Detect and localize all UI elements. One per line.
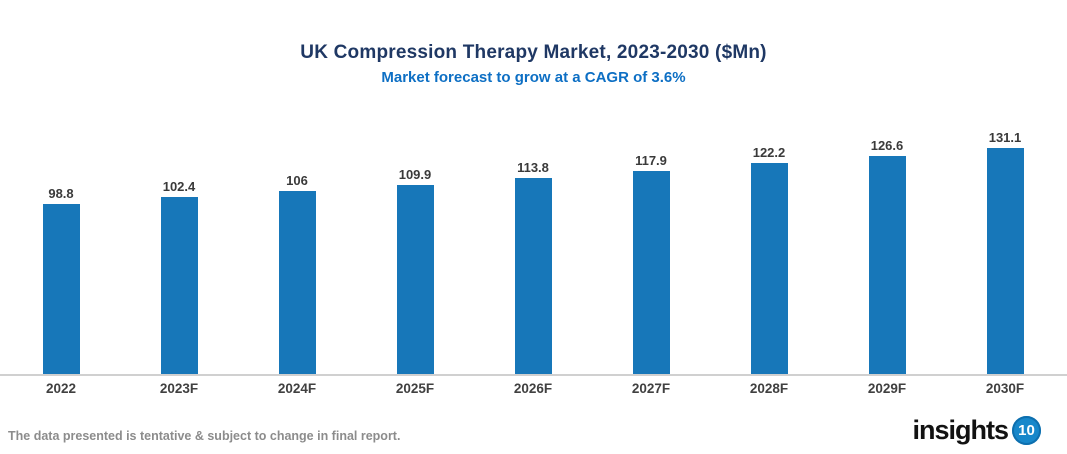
bar-value-label: 117.9 bbox=[635, 153, 667, 168]
bar-value-label: 131.1 bbox=[988, 130, 1022, 145]
x-axis-label: 2022 bbox=[45, 381, 77, 396]
bar-value-label: 98.8 bbox=[48, 186, 74, 201]
bar-value-label: 126.6 bbox=[870, 138, 904, 153]
x-axis-labels-row: 2022 2023F 2024F 2025F 2026F 2027F 2028F 2029F 2… bbox=[2, 381, 1064, 396]
chart-subtitle: Market forecast to grow at a CAGR of 3.6… bbox=[381, 69, 686, 86]
bar-column: 117.9 bbox=[592, 153, 710, 374]
x-axis-label: 2025F bbox=[395, 381, 435, 396]
bar-column: 122.2 bbox=[710, 145, 828, 374]
bar bbox=[396, 185, 434, 374]
bar-value-label: 113.8 bbox=[517, 160, 549, 175]
x-axis-line bbox=[0, 374, 1067, 376]
bar-value-label: 102.4 bbox=[162, 179, 196, 194]
bar-column: 109.9 bbox=[356, 167, 474, 374]
chart-title: UK Compression Therapy Market, 2023-2030… bbox=[300, 42, 767, 63]
x-axis-label: 2023F bbox=[159, 381, 199, 396]
disclaimer-note: The data presented is tentative & subjec… bbox=[8, 429, 401, 443]
bar-column: 98.8 bbox=[2, 186, 120, 374]
x-axis-label: 2030F bbox=[985, 381, 1025, 396]
bar-column: 131.1 bbox=[946, 130, 1064, 374]
bar-value-label: 109.9 bbox=[398, 167, 432, 182]
bar bbox=[986, 148, 1024, 374]
bar-value-label: 122.2 bbox=[752, 145, 786, 160]
bar bbox=[514, 178, 552, 374]
x-axis-label: 2029F bbox=[867, 381, 907, 396]
bar-column: 126.6 bbox=[828, 138, 946, 374]
insights10-logo: insights 10 bbox=[912, 415, 1041, 446]
x-axis-label: 2028F bbox=[749, 381, 789, 396]
bar bbox=[868, 156, 906, 374]
bar-column: 113.8 bbox=[474, 160, 592, 374]
bar-chart-plot-area: 98.8 102.4 106 109.9 113.8 117.9 122.2 126.6 131… bbox=[2, 130, 1064, 374]
x-axis-label: 2024F bbox=[277, 381, 317, 396]
bar bbox=[750, 163, 788, 374]
bar-value-label: 106 bbox=[286, 173, 308, 188]
bar bbox=[278, 191, 316, 374]
logo-wordmark: insights bbox=[912, 415, 1009, 445]
bar-column: 102.4 bbox=[120, 179, 238, 374]
x-axis-label: 2026F bbox=[513, 381, 553, 396]
bar bbox=[632, 171, 670, 374]
bar-column: 106 bbox=[238, 173, 356, 374]
bar bbox=[160, 197, 198, 374]
logo-10-badge-icon: 10 bbox=[1012, 416, 1041, 445]
x-axis-label: 2027F bbox=[631, 381, 671, 396]
bar bbox=[42, 204, 80, 374]
